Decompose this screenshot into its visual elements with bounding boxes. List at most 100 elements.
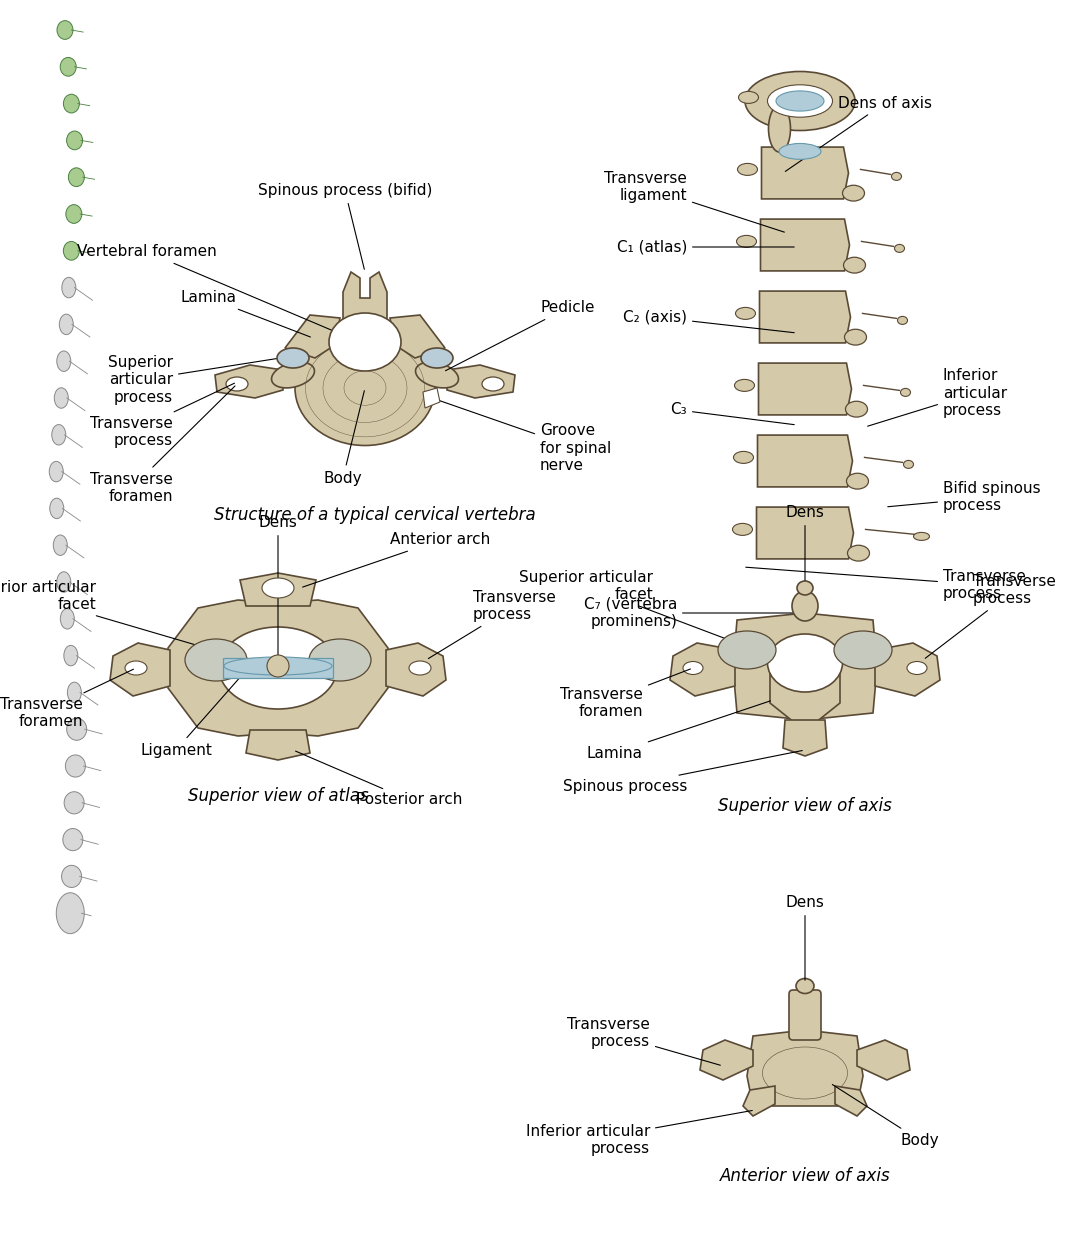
Text: Dens: Dens — [259, 515, 298, 660]
Ellipse shape — [898, 316, 908, 325]
Polygon shape — [783, 720, 827, 756]
Text: Spinous process (bifid): Spinous process (bifid) — [258, 184, 432, 269]
Ellipse shape — [792, 591, 818, 621]
Ellipse shape — [53, 534, 67, 556]
Ellipse shape — [847, 474, 869, 489]
Ellipse shape — [891, 172, 901, 180]
Text: Superior view of axis: Superior view of axis — [718, 797, 892, 815]
Ellipse shape — [219, 627, 337, 709]
Text: Lamina: Lamina — [181, 290, 311, 337]
Ellipse shape — [796, 978, 814, 993]
Ellipse shape — [309, 639, 371, 681]
Ellipse shape — [329, 312, 401, 371]
Polygon shape — [216, 365, 283, 398]
Ellipse shape — [64, 791, 84, 813]
Text: Superior
articular
process: Superior articular process — [108, 355, 290, 405]
Text: Pedicle: Pedicle — [445, 300, 595, 371]
Polygon shape — [857, 1040, 910, 1080]
Polygon shape — [761, 148, 848, 198]
Text: C₁ (atlas): C₁ (atlas) — [616, 239, 794, 254]
Ellipse shape — [736, 236, 757, 248]
Polygon shape — [670, 644, 735, 696]
Ellipse shape — [57, 21, 73, 40]
Polygon shape — [343, 272, 387, 320]
Ellipse shape — [738, 164, 757, 175]
Polygon shape — [700, 1040, 753, 1080]
Text: Transverse
foramen: Transverse foramen — [0, 670, 133, 729]
Ellipse shape — [56, 572, 70, 593]
Text: Superior view of atlas: Superior view of atlas — [187, 787, 368, 805]
Text: C₇ (vertebra
prominens): C₇ (vertebra prominens) — [584, 596, 794, 629]
Polygon shape — [416, 362, 458, 388]
Text: C₂ (axis): C₂ (axis) — [623, 310, 794, 332]
Ellipse shape — [777, 91, 824, 112]
Text: Ligament: Ligament — [140, 668, 248, 758]
Ellipse shape — [848, 546, 870, 560]
Polygon shape — [875, 644, 940, 696]
Text: Transverse
ligament: Transverse ligament — [604, 171, 784, 232]
Ellipse shape — [66, 131, 82, 150]
Ellipse shape — [60, 314, 74, 335]
Ellipse shape — [62, 278, 76, 298]
Text: Superior articular
facet: Superior articular facet — [0, 580, 210, 650]
Ellipse shape — [68, 167, 84, 186]
Ellipse shape — [63, 242, 79, 260]
Polygon shape — [168, 600, 388, 737]
Ellipse shape — [226, 377, 248, 391]
Ellipse shape — [61, 609, 75, 629]
Ellipse shape — [734, 379, 755, 392]
Polygon shape — [285, 315, 340, 358]
Text: Dens: Dens — [785, 895, 824, 981]
Polygon shape — [770, 673, 840, 723]
Polygon shape — [733, 613, 877, 720]
Ellipse shape — [56, 893, 84, 934]
Ellipse shape — [739, 92, 758, 103]
Polygon shape — [390, 315, 445, 358]
Text: Superior articular
facet: Superior articular facet — [519, 570, 743, 645]
Text: Transverse
process: Transverse process — [567, 1017, 720, 1065]
Ellipse shape — [718, 631, 777, 670]
Text: Structure of a typical cervical vertebra: Structure of a typical cervical vertebra — [214, 506, 536, 525]
Ellipse shape — [67, 718, 87, 740]
Polygon shape — [423, 388, 440, 408]
Ellipse shape — [185, 639, 247, 681]
Text: Groove
for spinal
nerve: Groove for spinal nerve — [434, 399, 611, 472]
Text: Posterior arch: Posterior arch — [296, 751, 462, 807]
Text: Anterior arch: Anterior arch — [302, 532, 491, 587]
Ellipse shape — [733, 451, 754, 464]
Ellipse shape — [683, 661, 703, 675]
Ellipse shape — [768, 84, 833, 118]
Ellipse shape — [268, 655, 289, 677]
Ellipse shape — [56, 351, 70, 372]
Ellipse shape — [779, 144, 821, 159]
Polygon shape — [223, 658, 332, 678]
Ellipse shape — [735, 308, 756, 320]
Text: Lamina: Lamina — [587, 701, 770, 760]
Polygon shape — [386, 644, 446, 696]
Ellipse shape — [844, 257, 865, 273]
Polygon shape — [760, 219, 849, 270]
Polygon shape — [246, 730, 310, 760]
Polygon shape — [757, 435, 852, 487]
Polygon shape — [272, 362, 314, 388]
Ellipse shape — [125, 661, 147, 675]
Ellipse shape — [846, 402, 867, 417]
Text: Vertebral foramen: Vertebral foramen — [77, 244, 340, 334]
Ellipse shape — [64, 645, 78, 666]
Polygon shape — [240, 573, 316, 606]
Text: Transverse
process: Transverse process — [746, 567, 1026, 601]
Ellipse shape — [63, 828, 82, 851]
Ellipse shape — [65, 755, 86, 777]
Text: Transverse
process: Transverse process — [925, 574, 1056, 658]
Text: Bifid spinous
process: Bifid spinous process — [888, 481, 1041, 513]
Polygon shape — [758, 363, 851, 415]
Text: Inferior articular
process: Inferior articular process — [525, 1111, 753, 1156]
Ellipse shape — [895, 244, 904, 253]
Ellipse shape — [421, 348, 453, 368]
Text: Dens: Dens — [785, 505, 824, 580]
Polygon shape — [447, 365, 516, 398]
Ellipse shape — [768, 634, 843, 692]
Polygon shape — [747, 1030, 863, 1106]
Ellipse shape — [482, 377, 504, 391]
Ellipse shape — [834, 631, 892, 670]
